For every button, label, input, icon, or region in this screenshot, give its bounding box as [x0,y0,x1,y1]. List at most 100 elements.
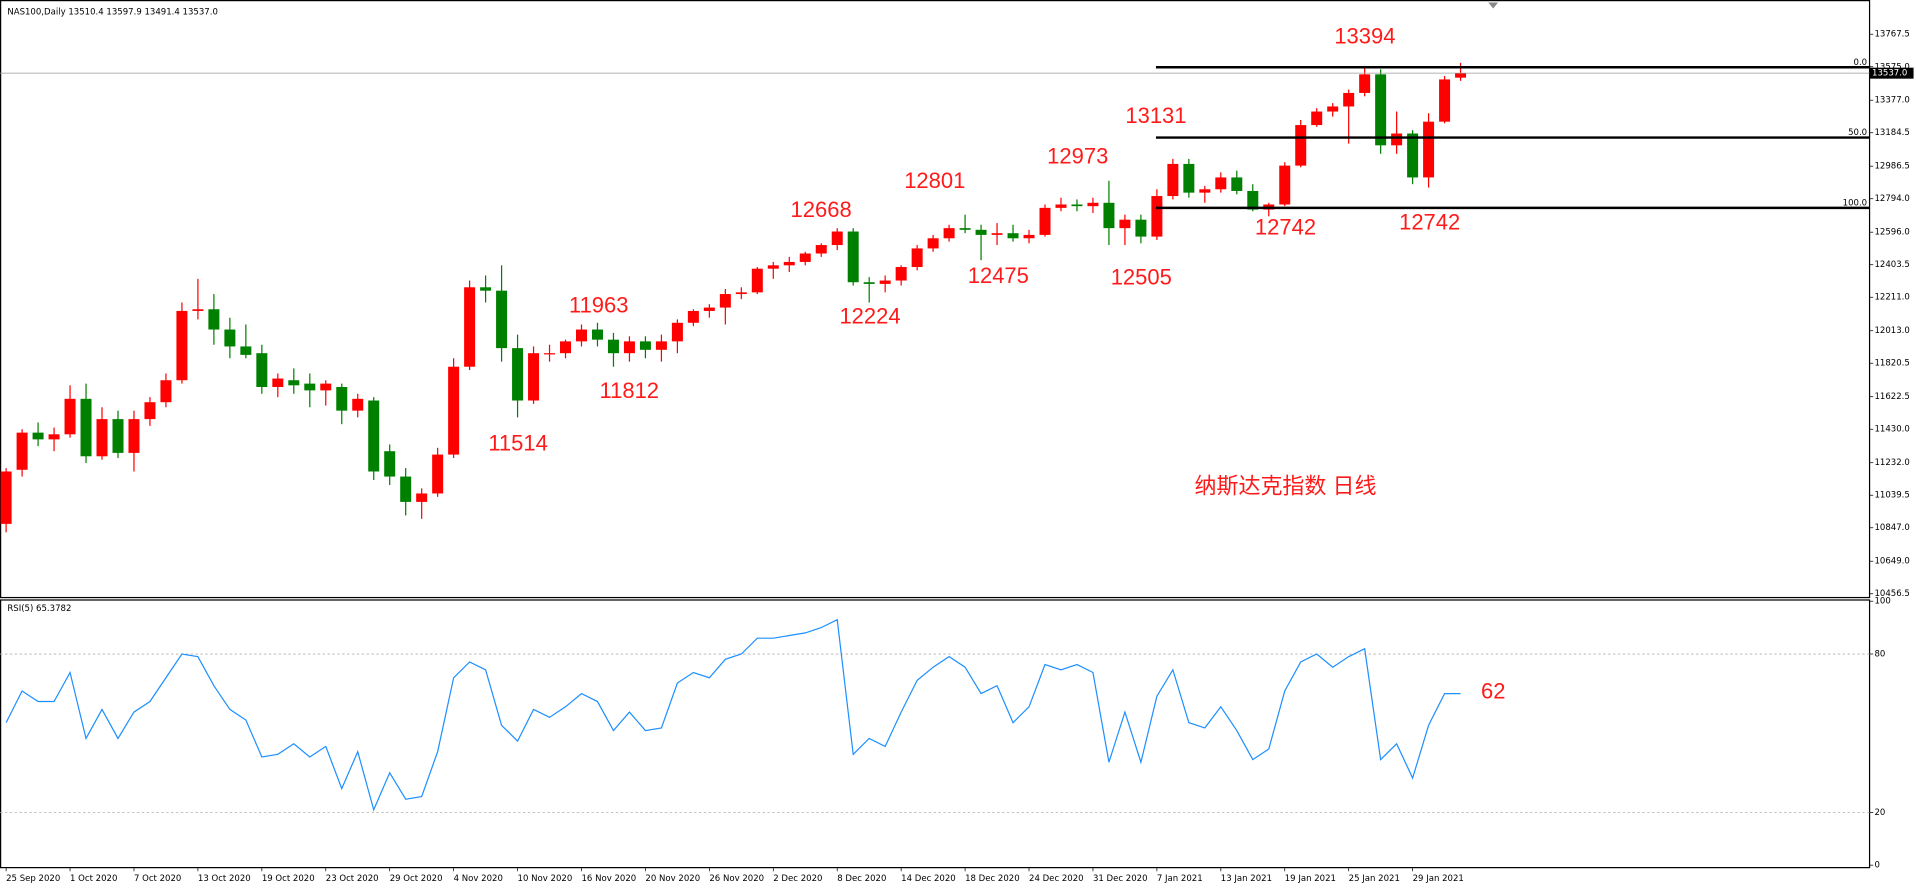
price-pane-border [0,0,1871,599]
x-tick-label: 29 Oct 2020 [390,874,443,884]
annotation: 12742 [1255,214,1316,239]
candle-body [480,287,492,291]
candle-body [96,419,108,457]
y-tick-label: 13377.0 [1874,96,1909,106]
annotation: 纳斯达克指数 日线 [1194,473,1376,498]
rsi-line [5,618,1461,812]
annotation: 62 [1481,679,1505,704]
candle-body [1295,125,1307,166]
candle-body [1231,177,1243,191]
annotation: 12505 [1111,264,1172,289]
candle-body [1167,163,1179,197]
fib-label: 50.0 [1848,128,1867,138]
candle-body [703,307,715,311]
y-tick-label: 0 [1874,861,1879,871]
x-tick-label: 7 Jan 2021 [1157,874,1203,884]
candle-body [927,238,939,249]
candle-body [831,231,843,246]
candle-body [48,434,60,440]
x-tick-label: 26 Nov 2020 [709,874,764,884]
candle-body [1119,219,1131,229]
candle-body [1343,92,1355,107]
y-tick-label: 12211.0 [1874,293,1909,303]
x-tick-label: 19 Oct 2020 [262,874,315,884]
candle-body [400,476,412,502]
candle-body [1375,74,1387,146]
candle-body [1247,190,1259,210]
candle-body [1215,177,1227,190]
candle-body [783,261,795,266]
candle-body [368,400,380,472]
candle-body [1311,111,1323,126]
x-tick-label: 31 Dec 2020 [1093,874,1148,884]
candle-body [384,451,396,477]
candle-body [560,341,572,354]
candle-body [655,341,667,350]
x-tick-label: 18 Dec 2020 [965,874,1020,884]
last-price-label: 13537.0 [1872,69,1907,79]
candle-body [815,245,827,254]
candle-body [304,383,316,391]
candle-body [607,339,619,354]
candle-body [1199,189,1211,193]
candle-body [336,386,348,411]
candle-body [512,348,524,401]
candle-body [256,353,268,387]
candle-body [64,398,76,435]
annotation: 12742 [1399,209,1460,234]
candle-body [1359,74,1371,93]
candle-body [1135,219,1147,237]
last-price-box [1869,67,1914,79]
rsi-header: RSI(5) 65.3782 [7,604,71,614]
x-tick-label: 19 Jan 2021 [1285,874,1336,884]
y-tick-label: 10649.0 [1874,557,1909,567]
candle-body [1023,234,1035,239]
candle-body [687,310,699,323]
y-tick-label: 13767.5 [1874,30,1909,40]
annotation: 12973 [1047,143,1108,168]
candle-body [975,229,987,235]
y-tick-label: 10847.0 [1874,523,1909,533]
x-tick-label: 23 Oct 2020 [326,874,379,884]
candle-body [1327,106,1339,112]
y-tick-label: 11232.0 [1874,458,1909,468]
y-tick-label: 12403.5 [1874,260,1909,270]
candle-body [671,322,683,342]
annotation: 12668 [791,197,852,222]
candle-body [32,432,44,440]
x-tick-label: 7 Oct 2020 [134,874,181,884]
x-tick-label: 1 Oct 2020 [70,874,117,884]
x-tick-label: 10 Nov 2020 [518,874,573,884]
candle-body [272,378,284,387]
candle-body [799,253,811,262]
annotation: 11812 [600,378,660,403]
y-tick-label: 80 [1874,650,1885,660]
x-tick-label: 8 Dec 2020 [837,874,886,884]
candle-body [544,353,556,355]
candle-body [144,402,156,420]
annotation: 12475 [968,263,1029,288]
candle-body [1183,163,1195,193]
annotation: 12224 [839,304,900,329]
candle-body [847,231,859,283]
y-tick-label: 11820.5 [1874,359,1909,369]
candle-body [192,309,204,311]
candle-body [911,248,923,268]
y-tick-label: 11039.5 [1874,491,1909,501]
candle-body [895,267,907,281]
candle-body [1391,133,1403,146]
x-tick-label: 20 Nov 2020 [645,874,700,884]
x-tick-label: 13 Oct 2020 [198,874,251,884]
candle-body [240,346,252,355]
x-tick-label: 29 Jan 2021 [1413,874,1464,884]
candle-body [16,432,28,470]
rsi-pane-border [0,599,1871,869]
candle-body [719,294,731,308]
y-tick-label: 12794.0 [1874,194,1909,204]
y-tick-label: 11622.5 [1874,392,1909,402]
fib-label: 0.0 [1854,58,1868,68]
candle-body [623,341,635,354]
candle-body [432,454,444,494]
candle-body [160,380,172,403]
